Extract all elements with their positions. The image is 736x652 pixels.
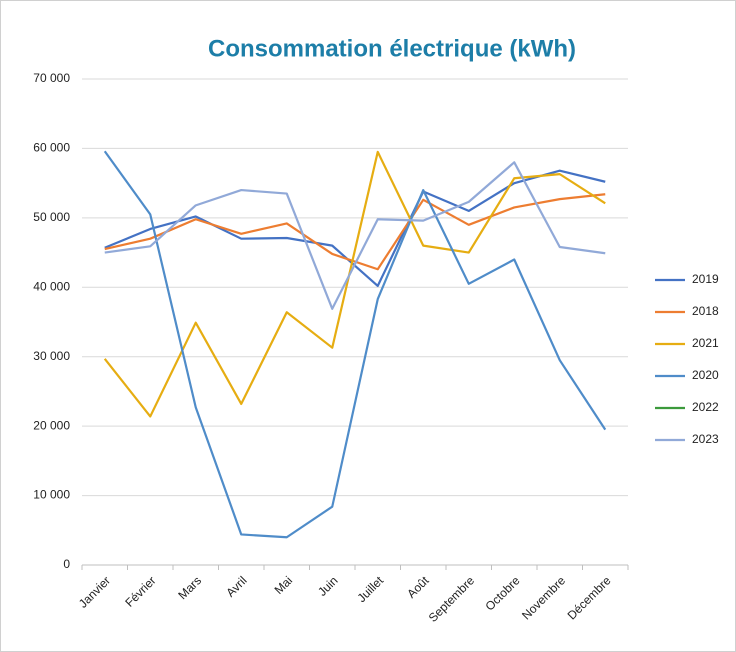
legend-label: 2018 [692, 304, 719, 318]
legend-label: 2021 [692, 336, 719, 350]
legend-label: 2022 [692, 400, 719, 414]
y-tick-label: 0 [63, 557, 70, 571]
y-tick-label: 60 000 [33, 141, 70, 155]
series-line [104, 161, 606, 310]
y-tick-label: 20 000 [33, 418, 70, 432]
y-tick-label: 30 000 [33, 349, 70, 363]
y-tick-label: 70 000 [33, 71, 70, 85]
series-line [103, 150, 607, 539]
series-line [104, 193, 606, 271]
legend-label: 2020 [692, 368, 719, 382]
chart-title: Consommation électrique (kWh) [208, 35, 576, 62]
legend-label: 2023 [692, 432, 719, 446]
y-tick-label: 40 000 [33, 279, 70, 293]
y-tick-label: 50 000 [33, 210, 70, 224]
legend-label: 2019 [692, 272, 719, 286]
y-tick-label: 10 000 [33, 488, 70, 502]
